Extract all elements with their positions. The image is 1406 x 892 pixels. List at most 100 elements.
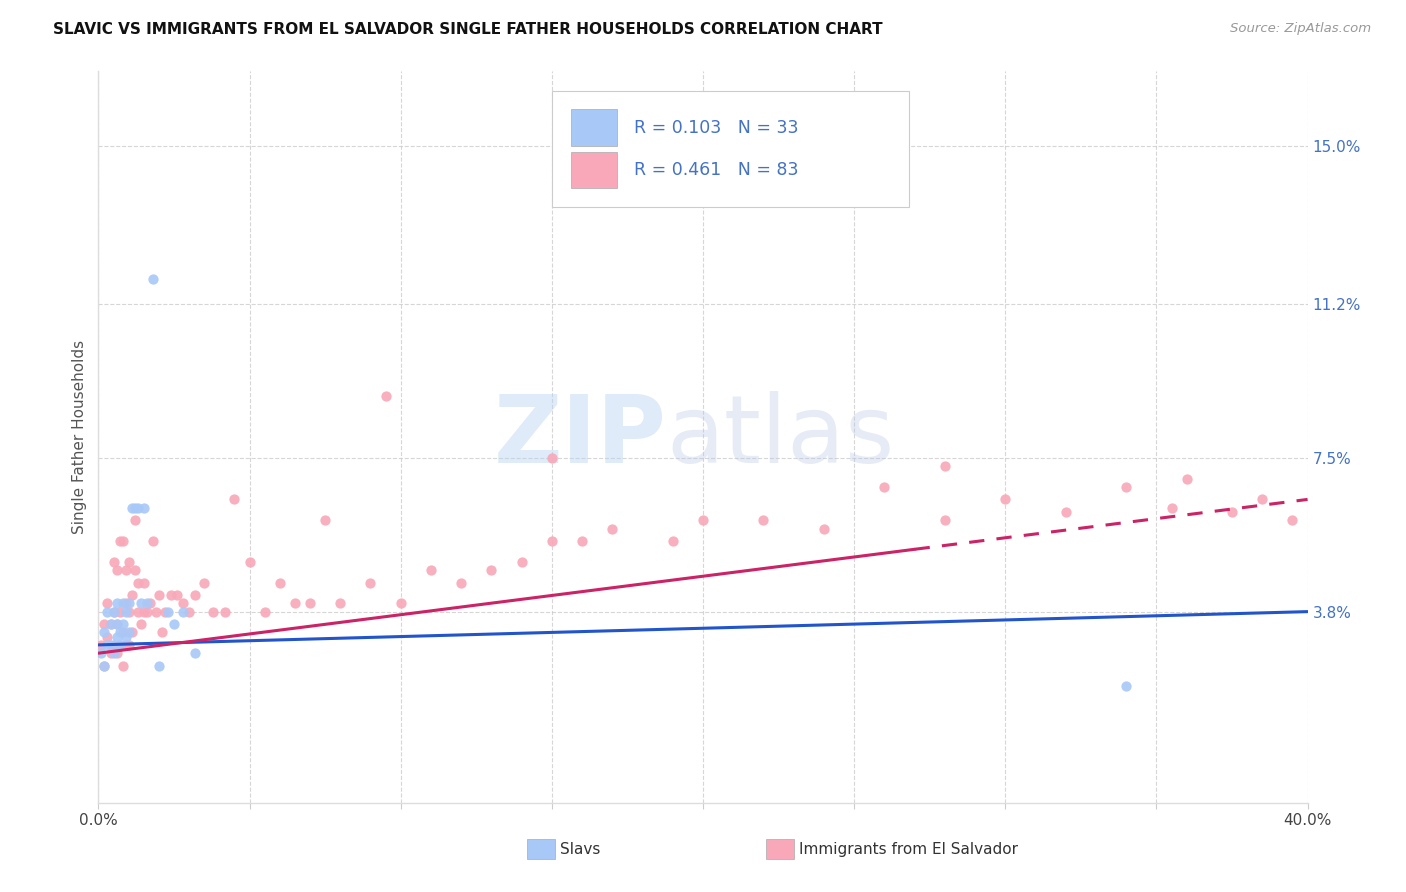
Point (121, 625, 143, 640)
Point (129, 596, 152, 610)
Point (90, 646, 112, 660)
Point (329, 596, 352, 610)
Point (100, 617, 122, 632)
Point (389, 596, 412, 610)
Point (108, 625, 131, 640)
Point (374, 388, 396, 402)
Point (96, 596, 118, 610)
Point (156, 605, 179, 619)
Point (145, 605, 167, 619)
Point (1115, 680, 1137, 694)
Point (450, 575, 472, 590)
Point (111, 617, 134, 632)
Text: R = 0.461   N = 83: R = 0.461 N = 83 (634, 161, 799, 179)
Y-axis label: Single Father Households: Single Father Households (72, 340, 87, 534)
Point (105, 596, 128, 610)
Point (100, 638, 122, 652)
Point (202, 605, 225, 619)
Point (1281, 513, 1303, 527)
Point (103, 605, 125, 619)
Point (108, 638, 131, 652)
Point (114, 630, 136, 644)
Point (132, 500, 155, 515)
Point (96, 638, 118, 652)
Point (160, 588, 183, 602)
Point (111, 658, 134, 673)
Point (163, 617, 186, 632)
Point (93, 625, 115, 640)
Text: Source: ZipAtlas.com: Source: ZipAtlas.com (1230, 22, 1371, 36)
Point (142, 533, 165, 548)
Point (100, 617, 122, 632)
Point (269, 575, 291, 590)
Point (135, 596, 157, 610)
Point (105, 646, 128, 660)
FancyBboxPatch shape (551, 91, 908, 207)
Point (934, 513, 956, 527)
Point (111, 625, 134, 640)
Point (96, 630, 118, 644)
Point (1175, 472, 1198, 486)
Point (571, 533, 593, 548)
Point (93, 617, 115, 632)
Point (224, 492, 246, 507)
Point (193, 575, 215, 590)
Point (105, 617, 128, 632)
Point (510, 555, 533, 569)
Point (179, 605, 201, 619)
Point (142, 272, 165, 286)
Point (105, 630, 128, 644)
Point (284, 596, 307, 610)
Text: R = 0.103   N = 33: R = 0.103 N = 33 (634, 119, 799, 136)
Point (114, 596, 136, 610)
Point (127, 575, 149, 590)
Text: SLAVIC VS IMMIGRANTS FROM EL SALVADOR SINGLE FATHER HOUSEHOLDS CORRELATION CHART: SLAVIC VS IMMIGRANTS FROM EL SALVADOR SI… (53, 22, 883, 37)
Point (96, 605, 118, 619)
Point (105, 617, 128, 632)
Point (93, 658, 115, 673)
Point (127, 500, 149, 515)
Point (934, 459, 956, 474)
Point (166, 588, 188, 602)
Point (118, 625, 141, 640)
Point (93, 658, 115, 673)
Point (124, 563, 146, 577)
Point (813, 521, 835, 535)
Point (1115, 480, 1137, 494)
Point (124, 500, 146, 515)
Text: Slavs: Slavs (560, 842, 600, 856)
Point (1220, 505, 1243, 519)
Point (108, 605, 131, 619)
Point (239, 555, 262, 569)
Point (540, 533, 562, 548)
Point (360, 575, 382, 590)
Text: Immigrants from El Salvador: Immigrants from El Salvador (799, 842, 1018, 856)
Point (994, 492, 1017, 507)
Point (153, 605, 176, 619)
Point (90, 638, 112, 652)
Point (420, 563, 443, 577)
Point (103, 646, 125, 660)
Point (118, 638, 141, 652)
Point (692, 513, 714, 527)
Point (103, 605, 125, 619)
Point (148, 658, 170, 673)
Point (105, 563, 128, 577)
Point (129, 617, 152, 632)
Point (100, 646, 122, 660)
Point (148, 588, 170, 602)
Point (253, 605, 276, 619)
Point (172, 605, 194, 619)
Point (184, 646, 207, 660)
Point (103, 638, 125, 652)
Point (118, 555, 141, 569)
Point (111, 533, 134, 548)
Point (132, 575, 155, 590)
Point (114, 605, 136, 619)
Point (1251, 492, 1274, 507)
Point (103, 555, 125, 569)
Point (602, 521, 624, 535)
Point (121, 500, 143, 515)
Point (135, 605, 157, 619)
Point (752, 513, 775, 527)
